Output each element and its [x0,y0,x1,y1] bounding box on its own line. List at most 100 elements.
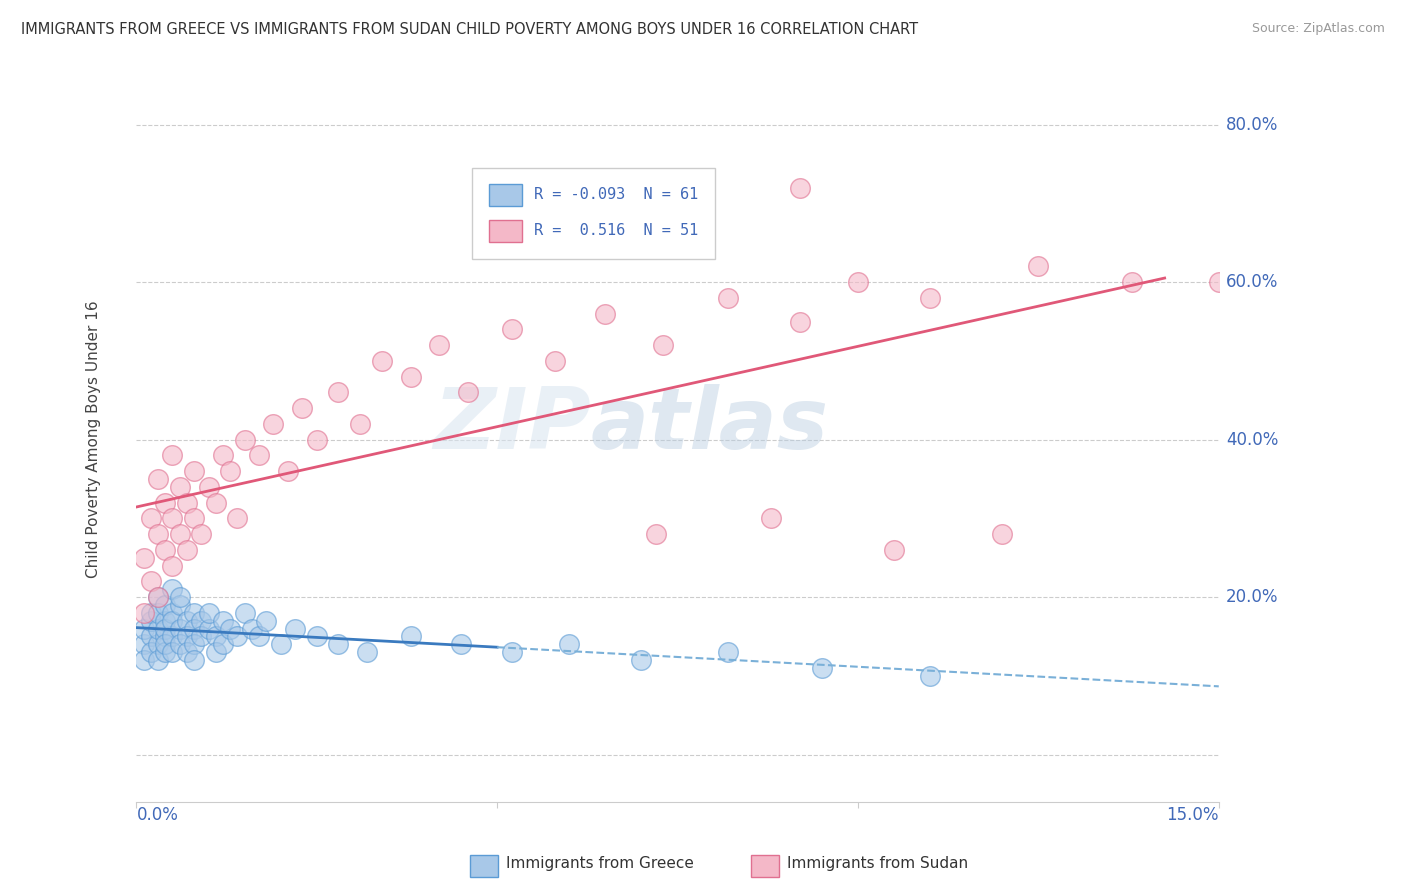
Point [291,401,314,416]
Point [284,622,307,636]
Text: atlas: atlas [591,384,830,467]
Point [146,590,169,604]
Point [717,645,740,659]
Point [190,614,212,628]
Point [169,637,191,651]
Point [162,645,184,659]
Point [630,653,652,667]
Point [883,542,905,557]
Point [139,645,162,659]
Point [991,527,1014,541]
Point [169,598,191,612]
Point [197,480,219,494]
Text: R =  0.516  N = 51: R = 0.516 N = 51 [534,224,697,238]
Point [920,291,942,305]
Point [349,417,371,431]
Point [645,527,668,541]
Point [263,417,285,431]
Point [789,314,811,328]
Point [226,629,249,643]
Text: 40.0%: 40.0% [1226,431,1278,449]
Point [226,511,249,525]
Point [1208,275,1230,289]
Point [212,448,235,462]
Point [176,645,198,659]
Point [717,291,740,305]
Point [197,622,219,636]
Point [247,629,270,643]
Point [789,180,811,194]
Text: 60.0%: 60.0% [1226,273,1278,291]
Point [183,653,205,667]
Point [305,629,328,643]
Point [544,354,567,368]
Text: Immigrants from Sudan: Immigrants from Sudan [787,856,969,871]
Point [233,606,256,620]
Point [212,637,235,651]
Point [811,661,834,675]
Text: 0.0%: 0.0% [136,805,179,823]
Point [176,614,198,628]
Point [595,307,617,321]
Point [155,629,177,643]
FancyBboxPatch shape [489,184,522,206]
Point [183,622,205,636]
Text: 20.0%: 20.0% [1226,588,1278,606]
Point [162,558,184,573]
Point [139,606,162,620]
Point [146,472,169,486]
Point [132,653,155,667]
Point [146,622,169,636]
Point [457,385,479,400]
Point [146,527,169,541]
Point [328,385,350,400]
Point [176,629,198,643]
Point [183,637,205,651]
Text: Child Poverty Among Boys Under 16: Child Poverty Among Boys Under 16 [86,301,101,578]
Point [305,433,328,447]
Point [183,606,205,620]
Point [270,637,292,651]
Text: IMMIGRANTS FROM GREECE VS IMMIGRANTS FROM SUDAN CHILD POVERTY AMONG BOYS UNDER 1: IMMIGRANTS FROM GREECE VS IMMIGRANTS FRO… [21,22,918,37]
Point [162,629,184,643]
Text: Source: ZipAtlas.com: Source: ZipAtlas.com [1251,22,1385,36]
Point [139,614,162,628]
Text: ZIP: ZIP [433,384,591,467]
Point [197,606,219,620]
Point [132,550,155,565]
FancyBboxPatch shape [489,220,522,242]
Point [219,464,242,478]
Point [169,527,191,541]
Point [183,511,205,525]
Point [761,511,783,525]
Point [146,590,169,604]
Point [254,614,277,628]
Point [139,574,162,589]
Point [155,614,177,628]
Text: 15.0%: 15.0% [1166,805,1219,823]
Point [139,629,162,643]
Point [652,338,675,352]
Point [132,606,155,620]
Point [328,637,350,651]
Text: Immigrants from Greece: Immigrants from Greece [506,856,695,871]
Point [204,495,226,509]
Point [370,354,392,368]
Point [450,637,472,651]
Point [920,669,942,683]
Point [247,448,270,462]
Point [204,629,226,643]
Point [501,322,523,336]
Point [162,606,184,620]
Point [204,645,226,659]
Point [162,614,184,628]
Point [146,637,169,651]
Point [162,448,184,462]
Point [155,645,177,659]
Point [1121,275,1143,289]
Point [356,645,378,659]
Point [139,511,162,525]
Point [399,629,422,643]
FancyBboxPatch shape [472,168,716,259]
Point [183,464,205,478]
